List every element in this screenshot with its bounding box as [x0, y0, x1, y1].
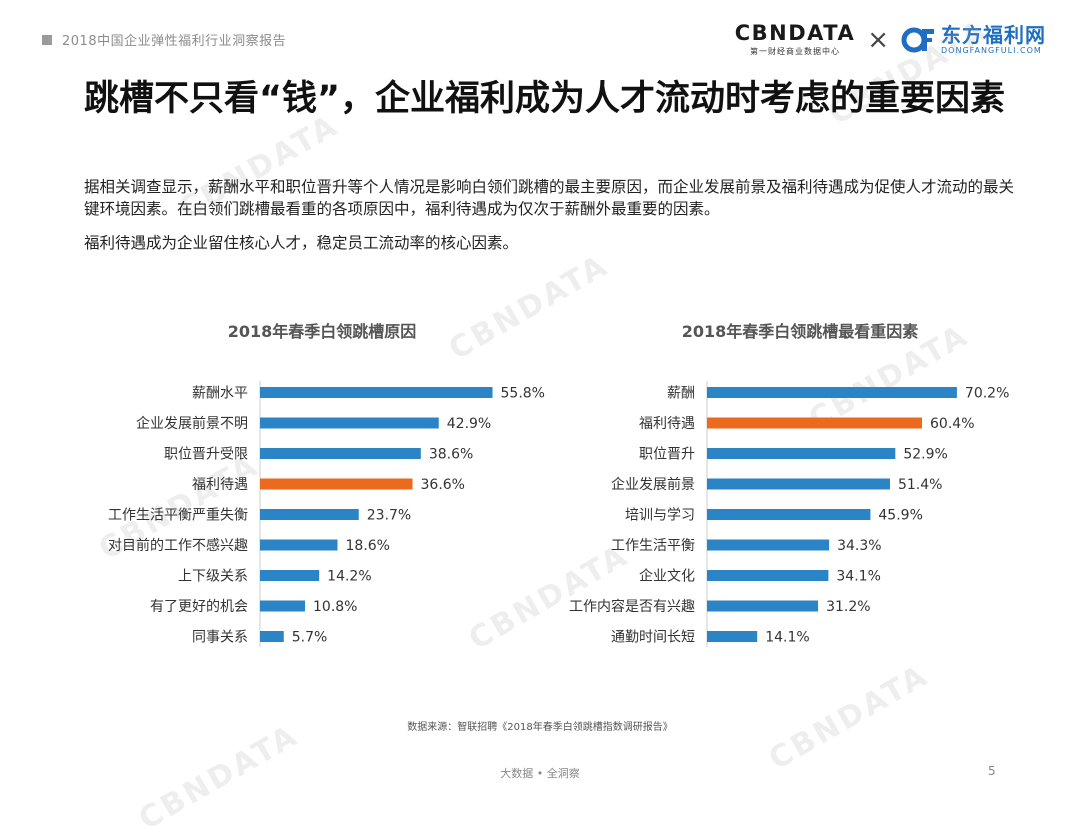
- chart-svg: 薪酬水平 55.8% 企业发展前景不明 42.9% 职位晋升受限 38.6% 福利待遇 36.…: [108, 381, 545, 647]
- bar: [260, 570, 320, 581]
- dongfangfuli-url: DONGFANGFULI.COM: [941, 46, 1042, 55]
- value-label: 38.6%: [429, 447, 473, 463]
- category-label: 有了更好的机会: [150, 599, 248, 615]
- bar: [260, 387, 493, 398]
- value-label: 18.6%: [346, 538, 390, 554]
- value-label: 70.2%: [965, 386, 1009, 402]
- report-title: 2018中国企业弹性福利行业洞察报告: [62, 34, 287, 49]
- category-label: 工作内容是否有兴趣: [569, 598, 695, 615]
- chart-job-hopping-reasons: 2018年春季白领跳槽原因 薪酬水平 55.8% 企业发展前景不明 42.9% 职位晋升…: [82, 310, 562, 670]
- bar: [707, 509, 871, 520]
- category-label: 工作生活平衡: [611, 538, 695, 554]
- category-label: 培训与学习: [625, 508, 695, 524]
- bar: [707, 448, 896, 459]
- cbndata-subtitle: 第一财经商业数据中心: [749, 47, 840, 56]
- value-label: 34.3%: [837, 538, 881, 554]
- bar: [260, 539, 338, 551]
- value-label: 5.7%: [292, 630, 328, 646]
- category-label: 薪酬: [667, 386, 695, 402]
- category-label: 薪酬水平: [192, 386, 248, 402]
- bar: [707, 478, 890, 490]
- category-label: 福利待遇: [192, 477, 248, 493]
- bar-highlight: [260, 478, 413, 490]
- value-label: 42.9%: [447, 416, 491, 432]
- value-label: 36.6%: [421, 477, 465, 493]
- chart-title: 2018年春季白领跳槽原因: [227, 322, 417, 341]
- bar: [707, 539, 830, 551]
- bar: [260, 600, 305, 612]
- footer-slogan: 大数据 • 全洞察: [500, 767, 580, 780]
- cbndata-logo: CBNDATA 第一财经商业数据中心: [735, 22, 856, 57]
- category-label: 工作生活平衡严重失衡: [108, 508, 248, 524]
- times-icon: ×: [867, 24, 889, 55]
- category-label: 通勤时间长短: [611, 630, 695, 646]
- value-label: 31.2%: [826, 599, 870, 615]
- bar: [260, 417, 439, 429]
- intro-paragraph: 据相关调查显示，薪酬水平和职位晋升等个人情况是影响白领们跳槽的最主要原因，而企业…: [84, 178, 1015, 218]
- bar: [707, 570, 829, 581]
- page-number: 5: [988, 764, 996, 778]
- category-label: 职位晋升: [639, 447, 695, 463]
- value-label: 14.2%: [327, 569, 371, 585]
- cbndata-wordmark: CBNDATA: [734, 21, 856, 45]
- bar: [707, 631, 758, 642]
- category-label: 对目前的工作不感兴趣: [108, 537, 248, 554]
- category-label: 同事关系: [192, 630, 248, 646]
- bar: [260, 448, 421, 459]
- value-label: 34.1%: [836, 569, 880, 585]
- chart-svg: 薪酬 70.2% 福利待遇 60.4% 职位晋升 52.9% 企业发展前景 51.4% 培训与学…: [569, 381, 1009, 647]
- bar: [260, 509, 359, 520]
- page-title: 跳槽不只看“钱”，企业福利成为人才流动时考虑的重要因素: [84, 79, 1006, 119]
- category-label: 上下级关系: [178, 569, 248, 585]
- category-label: 企业文化: [639, 568, 695, 585]
- value-label: 45.9%: [878, 508, 922, 524]
- category-label: 企业发展前景不明: [136, 415, 248, 432]
- dongfangfuli-mark-icon: [901, 27, 934, 52]
- bar: [260, 631, 284, 642]
- value-label: 14.1%: [765, 630, 809, 646]
- data-source: 数据来源：智联招聘《2018年春季白领跳槽指数调研报告》: [407, 722, 673, 733]
- partner-logos: CBNDATA 第一财经商业数据中心 × 东方福利网 DONGFANGFULI.…: [735, 22, 1046, 57]
- value-label: 52.9%: [903, 447, 947, 463]
- report-tag: 2018中国企业弹性福利行业洞察报告: [42, 30, 286, 49]
- page-header: 2018中国企业弹性福利行业洞察报告 CBNDATA 第一财经商业数据中心 × …: [0, 0, 1080, 70]
- chart-title: 2018年春季白领跳槽最看重因素: [681, 322, 919, 341]
- value-label: 55.8%: [501, 386, 545, 402]
- chart-job-hopping-factors: 2018年春季白领跳槽最看重因素 薪酬 70.2% 福利待遇 60.4% 职位晋升 52.…: [560, 310, 1040, 670]
- value-label: 10.8%: [313, 599, 357, 615]
- value-label: 51.4%: [898, 477, 942, 493]
- dongfangfuli-name: 东方福利网: [941, 23, 1046, 47]
- square-icon: [42, 34, 52, 45]
- bar: [707, 600, 819, 612]
- summary-paragraph: 福利待遇成为企业留住核心人才，稳定员工流动率的核心因素。: [84, 234, 519, 252]
- category-label: 福利待遇: [639, 416, 695, 432]
- bar: [707, 387, 957, 398]
- dongfangfuli-logo: 东方福利网 DONGFANGFULI.COM: [901, 24, 1046, 55]
- value-label: 23.7%: [367, 508, 411, 524]
- category-label: 企业发展前景: [611, 476, 695, 493]
- category-label: 职位晋升受限: [164, 447, 248, 463]
- value-label: 60.4%: [930, 416, 974, 432]
- bar-highlight: [707, 417, 923, 429]
